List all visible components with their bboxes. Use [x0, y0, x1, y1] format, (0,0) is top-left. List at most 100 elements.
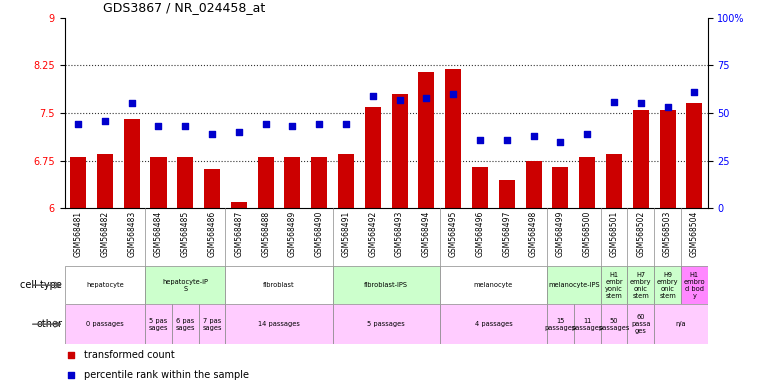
Bar	[365, 107, 380, 208]
Point	[286, 123, 298, 129]
Text: 60
passa
ges: 60 passa ges	[631, 314, 651, 334]
Bar	[151, 157, 167, 208]
Text: 7 pas
sages: 7 pas sages	[202, 318, 221, 331]
Bar	[285, 157, 301, 208]
Text: melanocyte-IPS: melanocyte-IPS	[548, 282, 600, 288]
Text: H9
embry
onic
stem: H9 embry onic stem	[657, 271, 678, 299]
Bar	[472, 167, 488, 208]
Bar	[311, 157, 327, 208]
Bar	[419, 72, 435, 208]
Text: 4 passages: 4 passages	[475, 321, 512, 327]
Bar	[172, 304, 199, 344]
Bar	[123, 119, 140, 208]
Text: 5 pas
sages: 5 pas sages	[148, 318, 168, 331]
Point	[99, 118, 111, 124]
Point	[661, 104, 673, 110]
Point	[527, 133, 540, 139]
Bar	[333, 304, 440, 344]
Text: GSM568482: GSM568482	[100, 211, 110, 257]
Point	[393, 97, 406, 103]
Text: GSM568489: GSM568489	[288, 211, 297, 257]
Point	[501, 137, 513, 143]
Bar	[445, 69, 461, 208]
Bar	[606, 154, 622, 208]
Text: H7
embry
onic
stem: H7 embry onic stem	[630, 271, 651, 299]
Text: other: other	[36, 319, 62, 329]
Text: 5 passages: 5 passages	[368, 321, 405, 327]
Point	[367, 93, 379, 99]
Text: GSM568481: GSM568481	[74, 211, 83, 257]
Text: GSM568504: GSM568504	[689, 211, 699, 257]
Text: GSM568494: GSM568494	[422, 211, 431, 257]
Text: n/a: n/a	[676, 321, 686, 327]
Text: fibroblast: fibroblast	[263, 282, 295, 288]
Text: H1
embro
d bod
y: H1 embro d bod y	[683, 271, 705, 299]
Bar	[97, 154, 113, 208]
Text: GSM568484: GSM568484	[154, 211, 163, 257]
Bar	[177, 157, 193, 208]
Bar	[627, 266, 654, 304]
Point	[688, 89, 700, 95]
Bar	[65, 304, 145, 344]
Text: cell type: cell type	[20, 280, 62, 290]
Text: GSM568491: GSM568491	[342, 211, 351, 257]
Bar	[231, 202, 247, 208]
Text: 11
passages: 11 passages	[572, 318, 603, 331]
Text: 50
passages: 50 passages	[598, 318, 629, 331]
Text: GSM568501: GSM568501	[610, 211, 619, 257]
Bar	[392, 94, 408, 208]
Bar	[654, 266, 681, 304]
Text: GSM568485: GSM568485	[181, 211, 189, 257]
Text: 6 pas
sages: 6 pas sages	[176, 318, 195, 331]
Bar	[632, 110, 649, 208]
Bar	[547, 266, 600, 304]
Bar	[547, 304, 574, 344]
Point	[447, 91, 460, 97]
Point	[233, 129, 245, 135]
Text: GSM568496: GSM568496	[476, 211, 485, 257]
Point	[65, 352, 77, 358]
Bar	[627, 304, 654, 344]
Text: GSM568492: GSM568492	[368, 211, 377, 257]
Point	[72, 121, 84, 127]
Bar	[225, 266, 333, 304]
Text: GSM568498: GSM568498	[529, 211, 538, 257]
Text: GSM568487: GSM568487	[234, 211, 244, 257]
Bar	[681, 266, 708, 304]
Text: 15
passages: 15 passages	[545, 318, 576, 331]
Point	[581, 131, 594, 137]
Text: 0 passages: 0 passages	[86, 321, 124, 327]
Text: GSM568497: GSM568497	[502, 211, 511, 257]
Point	[635, 100, 647, 106]
Text: hepatocyte: hepatocyte	[86, 282, 124, 288]
Text: GSM568495: GSM568495	[449, 211, 457, 257]
Point	[340, 121, 352, 127]
Text: GSM568503: GSM568503	[663, 211, 672, 257]
Bar	[498, 180, 514, 208]
Bar	[333, 266, 440, 304]
Point	[206, 131, 218, 137]
Point	[126, 100, 138, 106]
Bar	[552, 167, 568, 208]
Bar	[257, 157, 274, 208]
Bar	[145, 266, 225, 304]
Bar	[440, 266, 547, 304]
Point	[152, 123, 164, 129]
Text: GSM568488: GSM568488	[261, 211, 270, 257]
Bar	[204, 169, 220, 208]
Bar	[574, 304, 600, 344]
Text: GDS3867 / NR_024458_at: GDS3867 / NR_024458_at	[103, 1, 265, 14]
Text: fibroblast-IPS: fibroblast-IPS	[365, 282, 408, 288]
Text: GSM568490: GSM568490	[315, 211, 323, 257]
Point	[313, 121, 325, 127]
Bar	[440, 304, 547, 344]
Text: GSM568499: GSM568499	[556, 211, 565, 257]
Text: H1
embr
yonic
stem: H1 embr yonic stem	[605, 271, 622, 299]
Bar	[600, 266, 627, 304]
Bar	[199, 304, 225, 344]
Bar	[225, 304, 333, 344]
Bar	[526, 161, 542, 208]
Bar	[65, 266, 145, 304]
Text: GSM568500: GSM568500	[583, 211, 591, 257]
Text: GSM568493: GSM568493	[395, 211, 404, 257]
